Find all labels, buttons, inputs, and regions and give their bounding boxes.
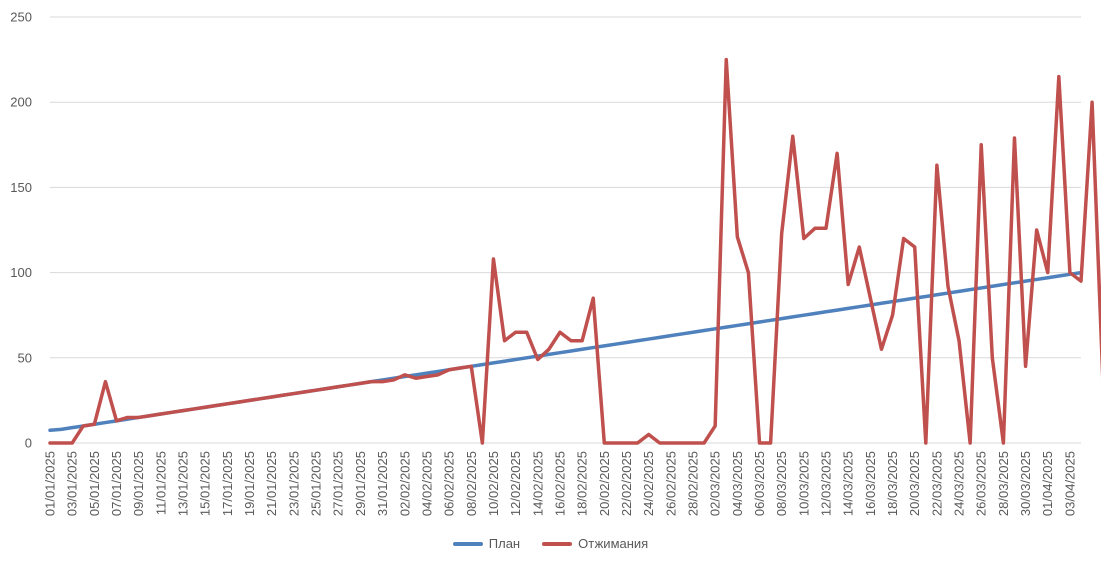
x-tick-label: 10/02/2025 [486,451,501,516]
legend-swatch-plan [452,541,483,546]
x-tick-label: 28/03/2025 [996,451,1011,516]
x-tick-label: 24/03/2025 [952,451,967,516]
x-tick-label: 20/03/2025 [907,451,922,516]
series-lines [48,57,1101,445]
x-tick-label: 17/01/2025 [220,451,235,516]
y-tick-label: 200 [10,95,32,110]
x-tick-label: 02/03/2025 [708,451,723,516]
x-tick-label: 08/02/2025 [464,451,479,516]
x-tick-label: 10/03/2025 [796,451,811,516]
legend: План Отжимания [0,536,1101,551]
x-tick-label: 16/02/2025 [552,451,567,516]
x-tick-label: 03/04/2025 [1062,451,1077,516]
x-tick-label: 19/01/2025 [242,451,257,516]
x-tick-label: 04/03/2025 [730,451,745,516]
x-tick-label: 24/02/2025 [641,451,656,516]
x-tick-label: 12/03/2025 [819,451,834,516]
x-tick-label: 27/01/2025 [331,451,346,516]
y-tick-label: 250 [10,10,32,25]
x-tick-label: 01/01/2025 [43,451,58,516]
legend-item-pushups: Отжимания [542,536,648,551]
x-tick-label: 18/03/2025 [885,451,900,516]
x-tick-label: 05/01/2025 [87,451,102,516]
x-tick-label: 18/02/2025 [575,451,590,516]
gridlines [50,16,1081,444]
x-tick-label: 31/01/2025 [375,451,390,516]
x-tick-label: 06/02/2025 [442,451,457,516]
legend-label-plan: План [488,536,521,551]
y-tick-label: 50 [18,350,32,365]
x-tick-label: 11/01/2025 [153,451,168,515]
x-tick-label: 03/01/2025 [65,451,80,516]
x-tick-label: 22/02/2025 [619,451,634,516]
x-tick-label: 30/03/2025 [1018,451,1033,516]
x-tick-label: 08/03/2025 [774,451,789,516]
series-line-pushups [48,57,1101,445]
x-tick-label: 20/02/2025 [597,451,612,516]
x-axis-ticks: 01/01/2025 03/01/2025 05/01/2025 07/01/2025… [43,451,1078,516]
x-tick-label: 14/02/2025 [530,451,545,516]
x-tick-label: 21/01/2025 [264,451,279,516]
x-tick-label: 06/03/2025 [752,451,767,516]
x-tick-label: 25/01/2025 [309,451,324,516]
x-tick-label: 28/02/2025 [685,451,700,516]
x-tick-label: 14/03/2025 [841,451,856,516]
legend-label-pushups: Отжимания [578,536,649,551]
x-tick-label: 26/02/2025 [663,451,678,516]
x-tick-label: 16/03/2025 [863,451,878,516]
legend-swatch-pushups [542,541,573,546]
y-tick-label: 100 [10,265,32,280]
legend-item-plan: План [452,536,521,551]
x-tick-label: 26/03/2025 [974,451,989,516]
x-tick-label: 13/01/2025 [176,451,191,516]
x-tick-label: 02/02/2025 [397,451,412,516]
x-tick-label: 09/01/2025 [131,451,146,516]
x-tick-label: 01/04/2025 [1040,451,1055,516]
y-tick-label: 150 [10,180,32,195]
x-tick-label: 04/02/2025 [419,451,434,516]
y-axis-ticks: 0 50 100 150 200 250 [10,10,32,451]
x-tick-label: 29/01/2025 [353,451,368,516]
x-tick-label: 22/03/2025 [929,451,944,516]
y-tick-label: 0 [25,436,32,451]
x-tick-label: 15/01/2025 [198,451,213,516]
x-tick-label: 23/01/2025 [286,451,301,516]
x-tick-label: 07/01/2025 [109,451,124,516]
x-tick-label: 12/02/2025 [508,451,523,516]
